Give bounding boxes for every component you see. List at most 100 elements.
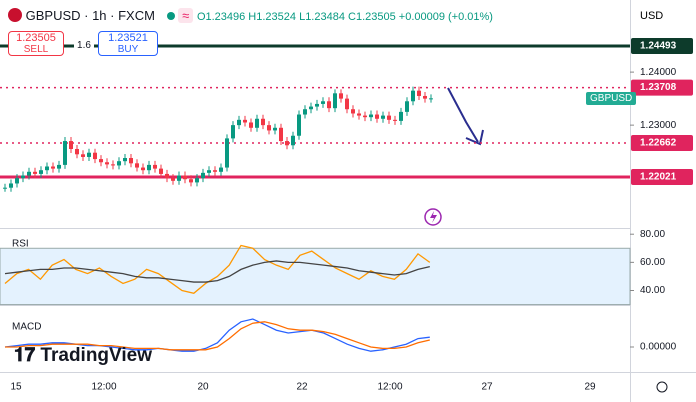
- y-tick-label: 1.23000: [640, 120, 677, 131]
- logo-text: TradingView: [40, 345, 152, 366]
- candle: [369, 114, 373, 118]
- time-label: 29: [584, 382, 596, 393]
- time-label: 22: [296, 382, 308, 393]
- candle: [111, 164, 115, 166]
- candle: [417, 90, 421, 96]
- candle: [123, 158, 127, 162]
- candle: [171, 178, 175, 181]
- y-tick-label: 80.00: [640, 229, 665, 240]
- candle: [429, 98, 433, 100]
- level-label: 1.22021: [640, 172, 677, 183]
- level-tag: [631, 37, 693, 54]
- buy-price: 1.23521: [108, 32, 148, 44]
- time-label: 20: [197, 382, 209, 393]
- candle: [405, 101, 409, 112]
- candle: [351, 109, 355, 114]
- candle: [81, 154, 85, 157]
- time-label: 15: [10, 382, 22, 393]
- sell-button[interactable]: 1.23505 SELL: [8, 31, 64, 56]
- time-label: 12:00: [91, 382, 116, 393]
- candle: [213, 170, 217, 172]
- candle: [27, 171, 31, 176]
- candle: [189, 179, 193, 183]
- series-line: [4, 260, 430, 283]
- candle: [267, 125, 271, 131]
- candle: [117, 161, 121, 166]
- candle: [285, 141, 289, 146]
- spread: 1.6: [74, 40, 94, 51]
- symbol-tag: GBPUSD: [586, 92, 637, 105]
- candle: [87, 152, 91, 157]
- candle: [273, 127, 277, 131]
- time-label: 27: [481, 382, 493, 393]
- candle: [363, 115, 367, 118]
- rsi-band: [0, 247, 631, 306]
- candle: [105, 162, 109, 165]
- candle: [357, 113, 361, 116]
- arrow-head: [465, 129, 484, 146]
- candle: [249, 122, 253, 128]
- candle: [201, 172, 205, 179]
- candle: [129, 158, 133, 164]
- arrow: [447, 87, 479, 143]
- pane-title: RSI: [12, 239, 29, 250]
- candle: [9, 183, 13, 188]
- settings-icon[interactable]: [656, 381, 668, 393]
- buy-button[interactable]: 1.23521 BUY: [98, 31, 158, 56]
- candle: [255, 118, 259, 128]
- candle: [399, 111, 403, 121]
- candle: [135, 163, 139, 168]
- candle: [243, 119, 247, 123]
- candle: [393, 119, 397, 121]
- candle: [63, 141, 67, 165]
- candle: [21, 175, 25, 179]
- candle: [165, 173, 169, 179]
- candle: [279, 127, 283, 142]
- event-icon[interactable]: [424, 208, 442, 226]
- candle: [345, 98, 349, 110]
- candle: [315, 103, 319, 107]
- candle: [57, 164, 61, 169]
- candle: [387, 115, 391, 120]
- candle: [147, 164, 151, 171]
- level-label: 1.24493: [640, 41, 677, 52]
- candle: [309, 106, 313, 110]
- y-tick-label: 40.00: [640, 285, 665, 296]
- level-label: 1.23708: [640, 82, 677, 93]
- candle: [141, 167, 145, 171]
- candle: [261, 118, 265, 126]
- currency[interactable]: USD: [640, 10, 664, 22]
- candle: [15, 178, 19, 184]
- candle: [327, 101, 331, 109]
- buy-label: BUY: [117, 44, 139, 55]
- symbol: GBPUSD · 1h · FXCM: [25, 8, 155, 23]
- sell-price: 1.23505: [16, 32, 56, 44]
- pane-title: MACD: [12, 322, 41, 333]
- candle: [177, 175, 181, 181]
- candle: [93, 152, 97, 160]
- y-tick-label: 1.24000: [640, 67, 677, 78]
- time-label: 12:00: [377, 382, 402, 393]
- level-tag: [631, 169, 693, 186]
- series-line: [5, 321, 430, 351]
- candle: [297, 114, 301, 136]
- candle: [231, 125, 235, 139]
- y-tick-label: 0.00000: [640, 342, 677, 353]
- candle: [237, 119, 241, 126]
- candle: [51, 166, 55, 169]
- logo: 𝟏𝟕 TradingView: [14, 345, 152, 366]
- candle: [183, 175, 187, 180]
- candle: [39, 170, 43, 174]
- candle: [219, 167, 223, 172]
- candle: [303, 109, 307, 115]
- candle: [423, 95, 427, 99]
- series-line: [4, 244, 431, 295]
- legend-row: GBPUSD · 1h · FXCM ≈ O1.23496 H1.23524 L…: [8, 8, 493, 23]
- candle: [291, 135, 295, 146]
- candle: [321, 101, 325, 104]
- candle: [225, 138, 229, 168]
- candle: [45, 166, 49, 171]
- level-tag: [631, 79, 693, 96]
